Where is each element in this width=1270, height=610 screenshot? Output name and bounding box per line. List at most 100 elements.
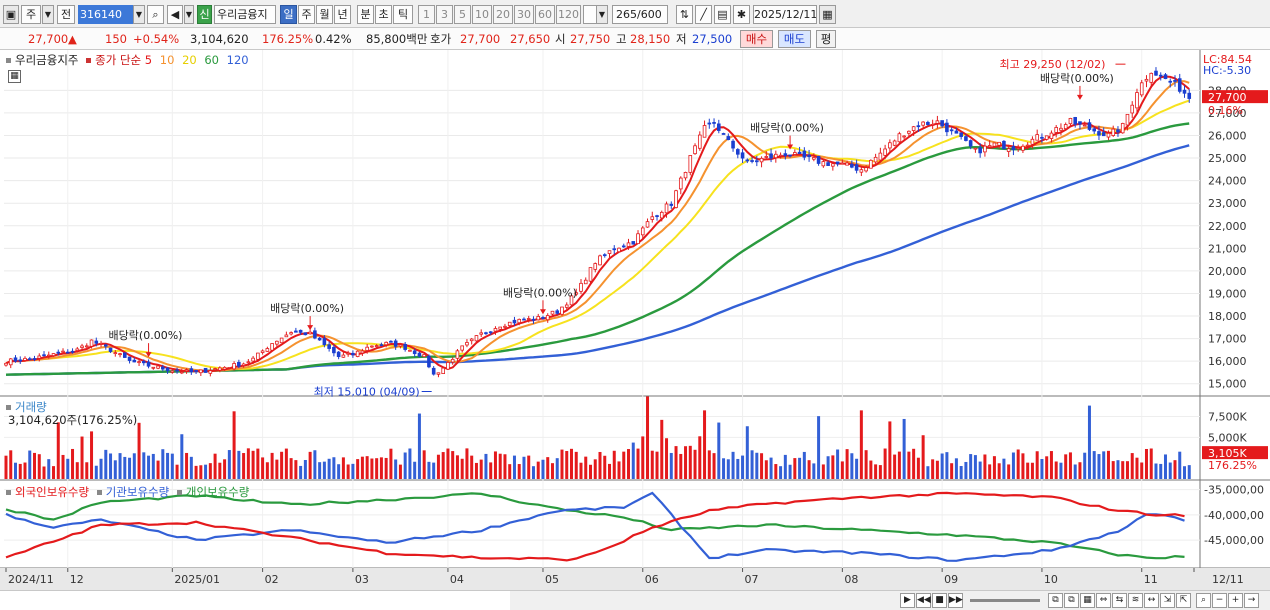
gear-icon[interactable]: ✱ <box>733 5 750 24</box>
chart-canvas[interactable]: 15,000 16,000 17,000 18,000 19,000 20,000 21,0… <box>0 50 1270 590</box>
candle-body <box>935 120 940 124</box>
tab-tick[interactable]: 틱 <box>393 5 413 24</box>
minute-option-30[interactable]: 30 <box>514 5 534 24</box>
minute-option-10[interactable]: 10 <box>472 5 492 24</box>
candle-body <box>750 160 754 162</box>
buy-button[interactable]: 매수 <box>740 30 773 48</box>
volume-bar <box>1106 450 1110 479</box>
volume-bar <box>1116 460 1120 479</box>
arrow-right-icon[interactable]: → <box>1244 593 1259 608</box>
zoom-out-icon[interactable]: − <box>1212 593 1227 608</box>
stop-icon[interactable]: ■ <box>932 593 947 608</box>
minute-option-60[interactable]: 60 <box>535 5 555 24</box>
minute-option-label: 30 <box>517 8 531 21</box>
tab-day[interactable]: 일 <box>280 5 297 24</box>
candle-body <box>1002 140 1006 150</box>
tile-icon[interactable]: ▦ <box>1080 593 1095 608</box>
candle-body <box>498 326 503 330</box>
draw-line-icon[interactable]: ╱ <box>695 5 712 24</box>
search-icon[interactable]: ⌕ <box>147 5 164 24</box>
chart-tools-icon[interactable]: ⇅ <box>676 5 693 24</box>
candle-body <box>812 157 816 160</box>
sell-button[interactable]: 매도 <box>778 30 811 48</box>
volume-bar <box>1073 464 1077 479</box>
chart-copy-alt-icon[interactable]: ⧉ <box>1064 593 1079 608</box>
speaker-icon[interactable]: ◀ <box>167 5 183 24</box>
volume-bar <box>1168 462 1172 479</box>
candle-body <box>222 366 227 370</box>
minute-option-20[interactable]: 20 <box>493 5 513 24</box>
candle-body <box>864 167 868 172</box>
code-dropdown-icon[interactable]: ▼ <box>133 5 145 24</box>
candle-body <box>189 368 194 373</box>
tab-week[interactable]: 주 <box>298 5 315 24</box>
volume-bar <box>902 418 906 479</box>
institution-holding-line <box>5 491 1185 562</box>
minute-option-3[interactable]: 3 <box>436 5 453 24</box>
candle-body <box>987 145 992 148</box>
candle-body <box>389 340 393 343</box>
zoom-slider[interactable] <box>970 599 1040 602</box>
foreign-holding-line <box>5 491 1185 562</box>
volume-bar <box>531 466 535 479</box>
compare-icon[interactable]: ≋ <box>1128 593 1143 608</box>
candle-body <box>313 330 317 339</box>
stock-name-field[interactable]: 우리금융지 <box>214 5 276 24</box>
chart-copy-icon[interactable]: ⧉ <box>1048 593 1063 608</box>
save-icon[interactable]: ▤ <box>714 5 731 24</box>
tab-year[interactable]: 년 <box>334 5 351 24</box>
minute-option-120[interactable]: 120 <box>556 5 581 24</box>
volume-bar <box>403 452 407 479</box>
candle-body <box>427 355 431 368</box>
candle-body <box>621 245 626 248</box>
magnify-icon[interactable]: ⌕ <box>1196 593 1211 608</box>
prev-button[interactable]: 전 <box>57 5 75 24</box>
rewind-icon[interactable]: ◀◀ <box>916 593 931 608</box>
volume-bar <box>893 454 897 479</box>
calendar-icon[interactable]: ▦ <box>819 5 836 24</box>
count-field[interactable]: 265/600 <box>612 5 668 24</box>
custom-period-dropdown-icon[interactable]: ▼ <box>596 5 608 24</box>
candle-body <box>921 121 925 126</box>
zoom-in-icon[interactable]: + <box>1228 593 1243 608</box>
volume-bar <box>508 464 512 479</box>
candle-body <box>294 330 298 333</box>
date-field[interactable]: 2025/12/11 <box>753 5 817 24</box>
new-badge[interactable]: 신 <box>197 5 212 24</box>
chevron-down-icon[interactable]: ▼ <box>42 5 54 24</box>
eval-button[interactable]: 평 <box>816 30 836 48</box>
period-unit-select[interactable]: 주 <box>21 5 41 24</box>
candle-body <box>360 350 365 354</box>
chart-area[interactable]: 15,000 16,000 17,000 18,000 19,000 20,000 21,0… <box>0 50 1270 590</box>
month-label: 08 <box>844 573 858 586</box>
speaker-dropdown-icon[interactable]: ▼ <box>184 5 194 24</box>
candle-body <box>916 125 921 128</box>
stock-code-input[interactable]: 316140 <box>78 5 133 24</box>
candle-body <box>973 147 978 150</box>
grid-toggle-icon[interactable]: ▦ <box>8 70 21 83</box>
volume-bar <box>1182 466 1186 479</box>
fit-icon[interactable]: ⇱ <box>1176 593 1191 608</box>
candle-body <box>745 159 750 162</box>
arrow-both-icon[interactable]: ↔ <box>1144 593 1159 608</box>
expand-icon[interactable]: ⇲ <box>1160 593 1175 608</box>
forward-icon[interactable]: ▶▶ <box>948 593 963 608</box>
scroll-track[interactable] <box>0 591 510 610</box>
volume-bar <box>826 456 830 479</box>
tab-minute[interactable]: 분 <box>357 5 374 24</box>
volume-bar <box>189 456 193 479</box>
sync-icon[interactable]: ⇆ <box>1112 593 1127 608</box>
tab-month[interactable]: 월 <box>316 5 333 24</box>
volume-bar <box>398 464 402 479</box>
candle-body <box>759 157 764 163</box>
tab-second[interactable]: 초 <box>375 5 392 24</box>
candle-body <box>683 172 688 179</box>
minute-option-5[interactable]: 5 <box>454 5 471 24</box>
scroll-right-icon[interactable]: ▶ <box>900 593 915 608</box>
candle-body <box>351 352 355 356</box>
candle-body <box>740 152 745 159</box>
link-icon[interactable]: ⇔ <box>1096 593 1111 608</box>
volume-bar <box>764 460 768 479</box>
layout-icon[interactable]: ▣ <box>3 5 19 24</box>
minute-option-1[interactable]: 1 <box>418 5 435 24</box>
